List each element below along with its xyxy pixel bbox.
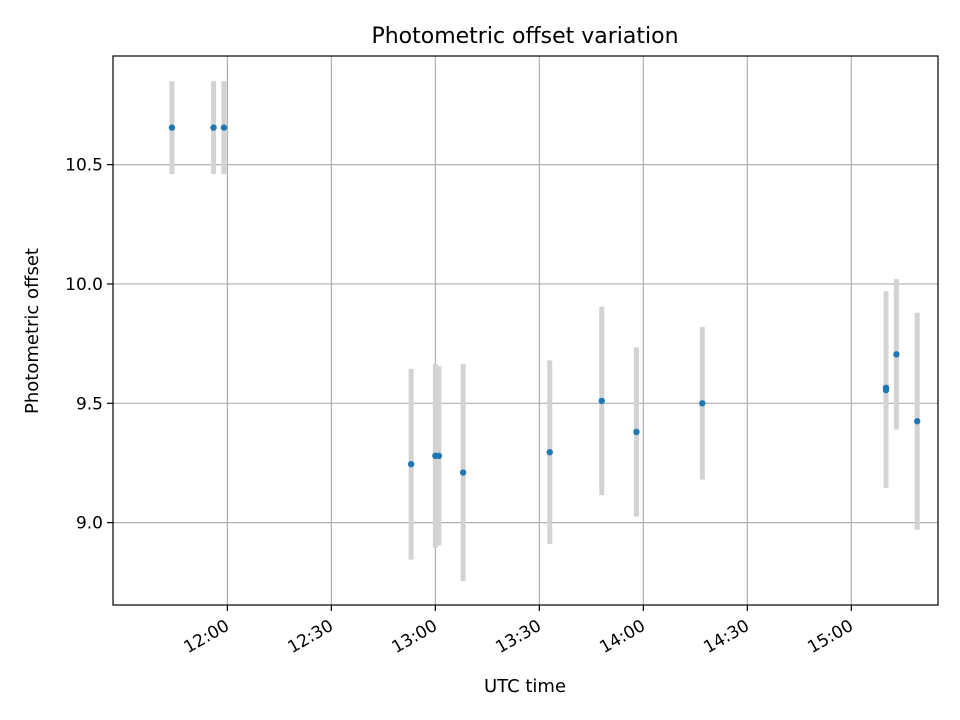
- data-point: [699, 400, 706, 407]
- y-tick-label: 10.0: [65, 275, 103, 295]
- data-point: [210, 124, 217, 131]
- chart-title: Photometric offset variation: [371, 24, 678, 49]
- y-tick-label: 9.0: [76, 514, 103, 534]
- data-point: [407, 460, 415, 468]
- data-point: [435, 452, 443, 460]
- data-point: [168, 124, 176, 131]
- grid: [113, 56, 938, 605]
- x-axis-label: UTC time: [484, 676, 566, 697]
- data-point: [546, 449, 553, 456]
- data-point: [598, 397, 605, 405]
- y-tick-label: 9.5: [76, 394, 103, 414]
- data-point: [893, 351, 900, 358]
- y-axis-ticks: 9.0 9.5 10.0 10.5: [65, 156, 113, 534]
- y-axis-label: Photometric offset: [22, 248, 43, 414]
- data-point: [633, 428, 640, 436]
- data-point: [914, 418, 921, 425]
- y-tick-label: 10.5: [65, 156, 103, 176]
- data-point: [882, 384, 890, 391]
- data-point: [459, 469, 467, 476]
- data-point: [220, 124, 228, 131]
- data-points: [168, 124, 921, 476]
- plot-frame: [112, 55, 939, 606]
